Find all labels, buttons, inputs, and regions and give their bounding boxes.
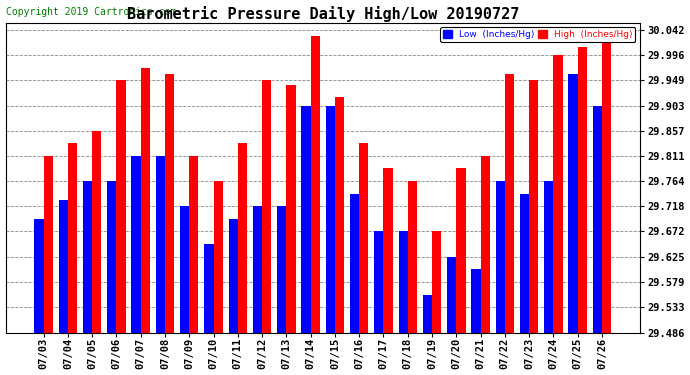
Bar <box>578 47 587 333</box>
Bar <box>189 156 199 333</box>
Bar <box>553 55 562 333</box>
Bar <box>141 68 150 333</box>
Bar <box>384 168 393 333</box>
Bar <box>204 244 213 333</box>
Bar <box>59 200 68 333</box>
Bar <box>359 142 368 333</box>
Title: Barometric Pressure Daily High/Low 20190727: Barometric Pressure Daily High/Low 20190… <box>126 6 519 21</box>
Bar <box>447 257 456 333</box>
Bar <box>480 156 490 333</box>
Bar <box>277 206 286 333</box>
Bar <box>262 81 271 333</box>
Bar <box>544 181 553 333</box>
Bar <box>107 181 117 333</box>
Bar <box>43 156 53 333</box>
Bar <box>310 36 320 333</box>
Bar <box>456 168 466 333</box>
Bar <box>213 181 223 333</box>
Bar <box>423 294 432 333</box>
Bar <box>83 181 92 333</box>
Bar <box>399 231 408 333</box>
Bar <box>165 75 174 333</box>
Bar <box>68 142 77 333</box>
Bar <box>335 98 344 333</box>
Bar <box>593 105 602 333</box>
Bar <box>92 130 101 333</box>
Bar <box>156 156 165 333</box>
Bar <box>34 219 43 333</box>
Bar <box>602 39 611 333</box>
Bar <box>228 219 238 333</box>
Bar <box>180 206 189 333</box>
Text: Copyright 2019 Cartronics.com: Copyright 2019 Cartronics.com <box>6 6 176 16</box>
Bar <box>326 105 335 333</box>
Bar <box>350 194 359 333</box>
Bar <box>302 105 310 333</box>
Bar <box>374 231 384 333</box>
Legend: Low  (Inches/Hg), High  (Inches/Hg): Low (Inches/Hg), High (Inches/Hg) <box>440 27 635 42</box>
Bar <box>286 86 295 333</box>
Bar <box>238 142 247 333</box>
Bar <box>117 81 126 333</box>
Bar <box>132 156 141 333</box>
Bar <box>253 206 262 333</box>
Bar <box>408 181 417 333</box>
Bar <box>505 75 514 333</box>
Bar <box>520 194 529 333</box>
Bar <box>432 231 441 333</box>
Bar <box>471 269 480 333</box>
Bar <box>529 80 538 333</box>
Bar <box>495 181 505 333</box>
Bar <box>569 75 578 333</box>
